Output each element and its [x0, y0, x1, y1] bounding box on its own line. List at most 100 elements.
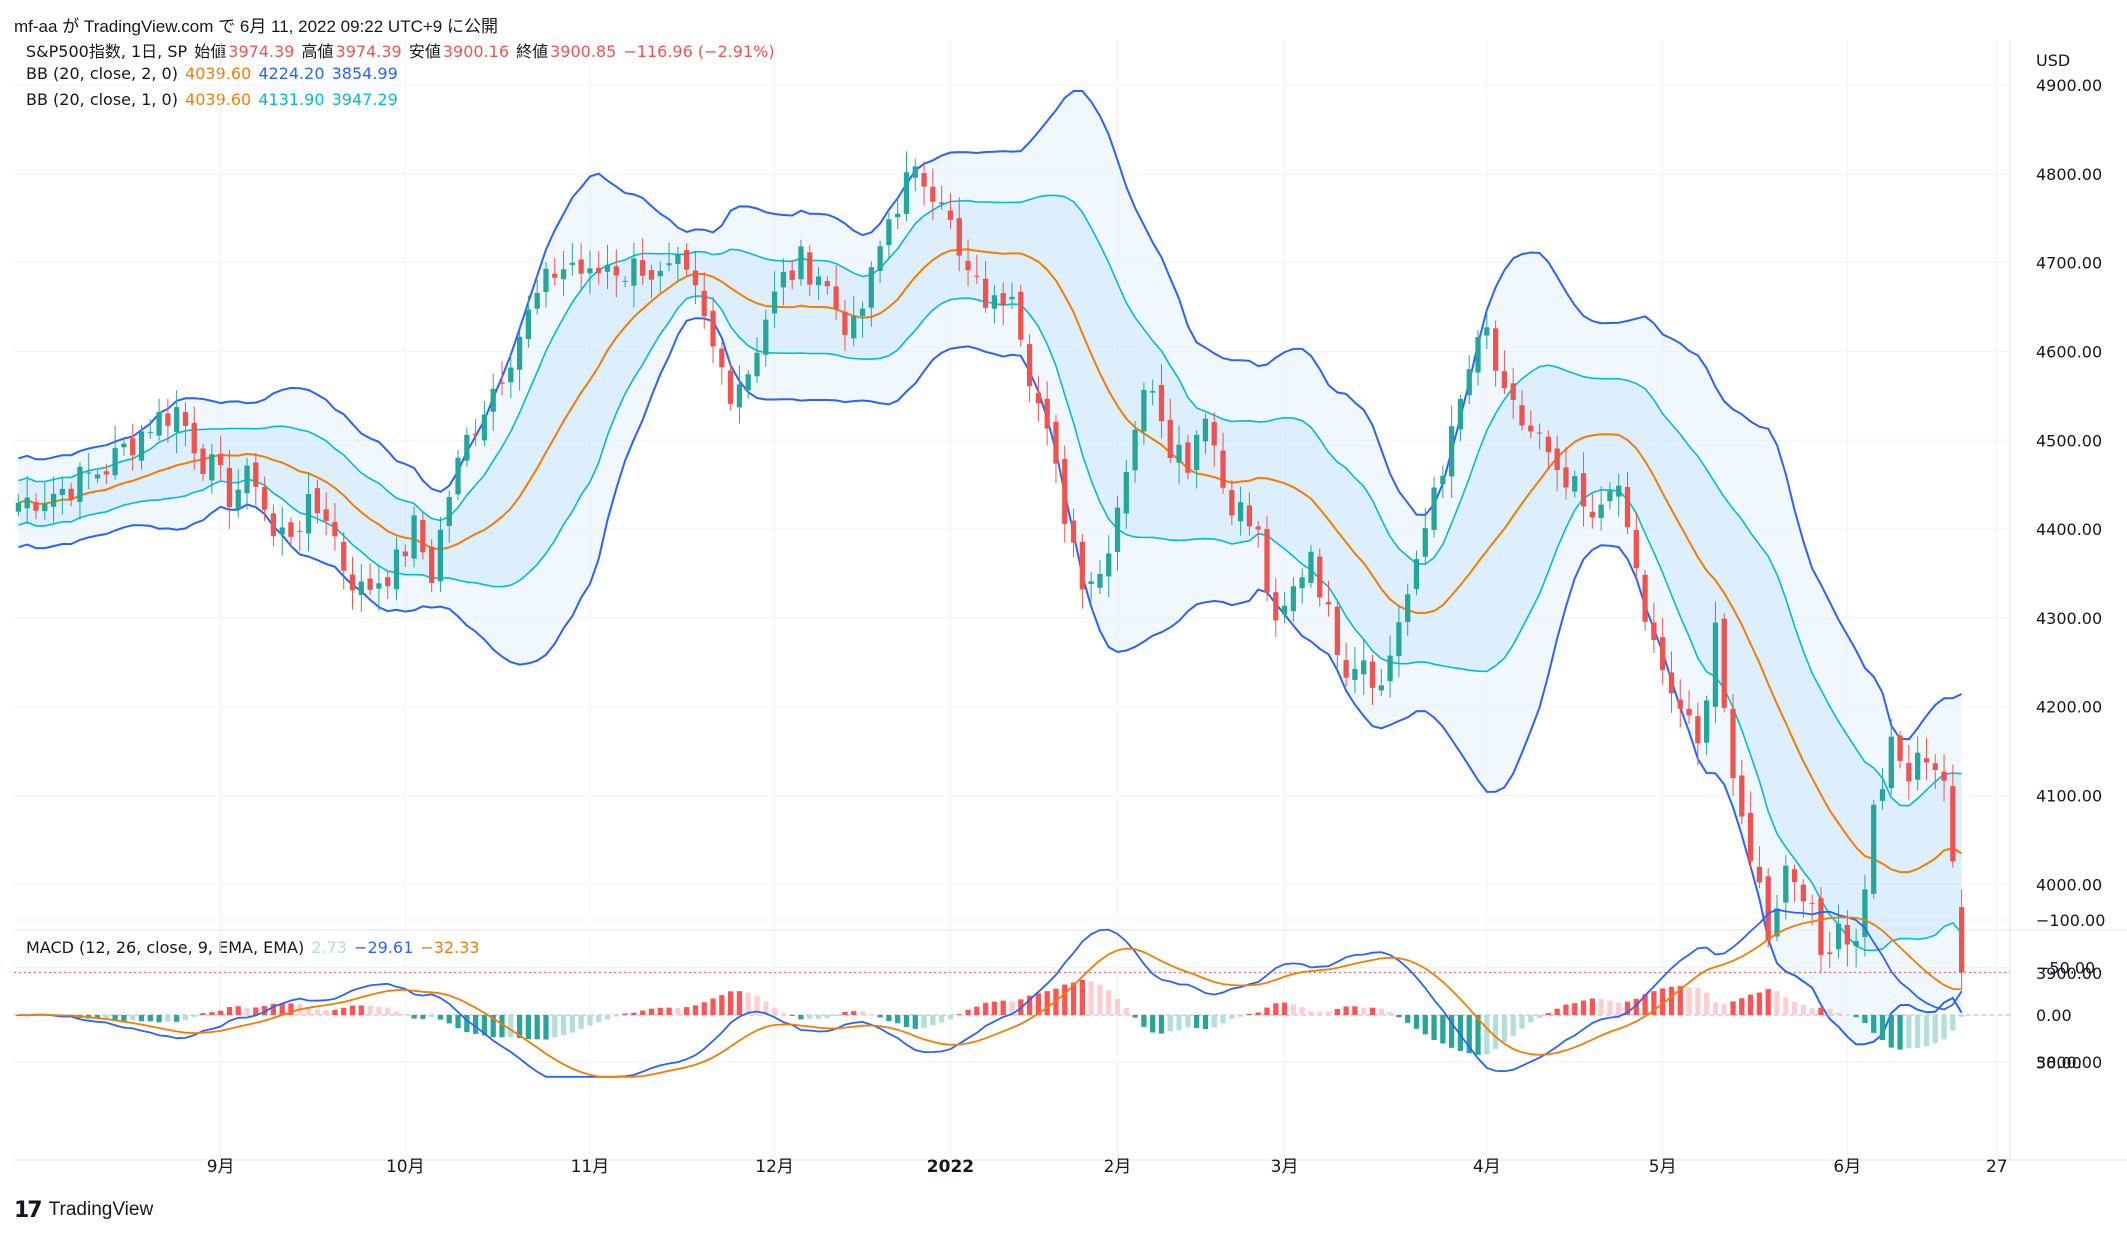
- candle-body: [974, 275, 980, 277]
- candle: [297, 520, 303, 552]
- candle-body: [464, 434, 470, 461]
- symbol-label[interactable]: S&P500指数, 1日, SP: [26, 42, 188, 61]
- macd-histogram-bar: [1150, 1015, 1156, 1033]
- macd-histogram-bar: [1290, 1004, 1297, 1015]
- macd-histogram-bar: [842, 1011, 848, 1015]
- candle: [1405, 583, 1411, 636]
- candle-body: [24, 497, 30, 509]
- macd-histogram-bar: [1457, 1015, 1464, 1051]
- candle: [1281, 591, 1288, 624]
- candle: [613, 249, 619, 298]
- candle-body: [701, 290, 707, 317]
- candle-body: [1871, 804, 1877, 894]
- macd-histogram-bar: [525, 1015, 532, 1040]
- candle: [332, 503, 338, 551]
- bb1-label[interactable]: BB (20, close, 1, 0): [26, 90, 178, 109]
- bb1-lower-line: [18, 295, 1963, 952]
- candle: [437, 516, 444, 592]
- candle-body: [174, 407, 180, 433]
- macd-histogram-bar: [657, 1007, 663, 1015]
- candlestick-series: [14, 151, 2010, 991]
- time-tick-label: 2月: [1104, 1157, 1132, 1177]
- macd-histogram-bar: [1835, 1012, 1842, 1015]
- author-name[interactable]: mf-aa: [14, 17, 58, 36]
- candle-body: [956, 218, 962, 256]
- macd-histogram-bar: [1449, 1015, 1455, 1048]
- candle: [1853, 928, 1859, 968]
- macd-histogram-bar: [886, 1015, 892, 1022]
- candle-body: [1009, 296, 1015, 300]
- candle: [1396, 604, 1402, 677]
- bb1-lower-value: 3947.29: [331, 90, 398, 109]
- candle: [1677, 679, 1683, 728]
- candle: [1475, 329, 1481, 386]
- candle: [956, 197, 962, 272]
- candle-body: [1730, 708, 1736, 779]
- macd-histogram-bar: [1510, 1015, 1516, 1036]
- candle: [270, 504, 277, 547]
- candle-body: [1097, 573, 1103, 588]
- macd-histogram-bar: [1704, 992, 1710, 1015]
- macd-histogram-bar: [1536, 1015, 1543, 1018]
- candle: [402, 544, 408, 567]
- candle-body: [1106, 553, 1112, 577]
- candle: [1088, 571, 1094, 601]
- candle-body: [1545, 436, 1552, 453]
- candle: [516, 329, 523, 391]
- candle-body: [868, 267, 874, 308]
- candle: [279, 506, 285, 556]
- candle-body: [1308, 551, 1314, 583]
- price-tick-label: 4600.00: [2036, 342, 2102, 361]
- candle: [499, 361, 505, 396]
- candle-body: [648, 270, 655, 280]
- macd-histogram-bar: [165, 1015, 171, 1022]
- macd-histogram-bar: [974, 1006, 980, 1015]
- macd-histogram-bar: [1747, 994, 1754, 1015]
- macd-histogram-bar: [543, 1015, 549, 1040]
- candle-body: [1396, 622, 1402, 657]
- candle-body: [200, 448, 206, 475]
- candle: [974, 254, 980, 284]
- candle: [1062, 445, 1068, 543]
- macd-histogram-bar: [1827, 1008, 1833, 1015]
- candle-body: [1220, 450, 1226, 488]
- candle: [1519, 390, 1525, 431]
- candle: [1361, 638, 1367, 696]
- candle-body: [1651, 622, 1657, 641]
- candle: [1545, 430, 1552, 470]
- candle: [1598, 486, 1604, 531]
- macd-histogram-bar: [288, 1003, 294, 1015]
- bb2-label[interactable]: BB (20, close, 2, 0): [26, 64, 178, 83]
- macd-histogram-bar: [727, 991, 734, 1015]
- macd-histogram-bar: [666, 1007, 672, 1015]
- macd-histogram-bar: [200, 1013, 206, 1015]
- candle: [130, 423, 136, 471]
- macd-histogram-bar: [499, 1015, 505, 1038]
- macd-histogram-bar: [1923, 1015, 1930, 1047]
- tradingview-footer[interactable]: 𝟭𝟳 TradingView: [14, 1197, 153, 1223]
- macd-histogram-bar: [622, 1013, 628, 1015]
- macd-label[interactable]: MACD (12, 26, close, 9, EMA, EMA): [26, 938, 305, 957]
- candle-body: [490, 388, 496, 412]
- candle-body: [631, 258, 637, 286]
- candle: [789, 259, 795, 290]
- macd-histogram-bar: [332, 1009, 338, 1015]
- candle-body: [1915, 752, 1921, 780]
- site-name[interactable]: TradingView.com: [83, 17, 214, 36]
- macd-histogram-bar: [1273, 1003, 1279, 1015]
- candle-body: [156, 411, 162, 436]
- candle-body: [191, 422, 197, 454]
- macd-histogram-bar: [1572, 1003, 1578, 1015]
- macd-histogram-bar: [1545, 1013, 1552, 1015]
- candle-body: [1501, 371, 1508, 389]
- candle-body: [1519, 405, 1525, 426]
- macd-histogram-bar: [912, 1015, 918, 1029]
- candle-body: [1844, 924, 1850, 945]
- low-value: 3900.16: [442, 42, 509, 61]
- candle-body: [1229, 490, 1235, 516]
- candle: [446, 490, 452, 543]
- candle: [1800, 879, 1807, 918]
- candle: [1176, 425, 1182, 485]
- candle-body: [226, 467, 233, 508]
